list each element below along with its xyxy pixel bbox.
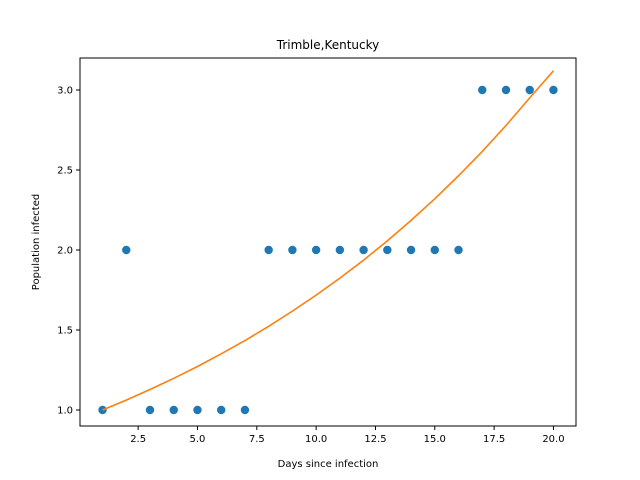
x-tick-label: 10.0 [305, 434, 327, 445]
scatter-point [501, 85, 511, 95]
scatter-point [122, 245, 131, 255]
y-tick-label: 2.0 [57, 246, 73, 257]
y-tick-label: 1.5 [57, 326, 73, 337]
scatter-point [454, 245, 463, 255]
x-tick-label: 17.5 [483, 434, 505, 445]
x-tick-label: 7.5 [249, 434, 265, 445]
y-axis: 1.0 1.5 2.0 2.5 3.0 [57, 86, 80, 417]
scatter-point [217, 405, 226, 415]
y-tick-label: 3.0 [57, 86, 73, 97]
x-axis: 2.5 5.0 7.5 10.0 12.5 15.0 17.5 20.0 [130, 426, 565, 445]
scatter-point [169, 405, 178, 415]
fit-curve [102, 70, 555, 411]
x-tick-label: 15.0 [424, 434, 446, 445]
scatter-point [264, 245, 273, 255]
axes-frame [79, 57, 577, 427]
y-tick-label: 1.0 [57, 406, 73, 417]
scatter-point [145, 405, 155, 415]
x-tick-label: 2.5 [130, 434, 146, 445]
scatter-point [430, 245, 439, 255]
scatter-point [359, 245, 368, 255]
scatter-point [549, 85, 558, 95]
x-axis-title: Days since infection [278, 459, 379, 470]
scatter-point [406, 245, 416, 255]
plot-area [98, 70, 558, 415]
x-tick-label: 12.5 [364, 434, 386, 445]
y-axis-title: Population infected [31, 194, 42, 290]
scatter-point [288, 245, 297, 255]
scatter-point [311, 245, 321, 255]
scatter-point [193, 405, 202, 415]
chart-title: Trimble,Kentucky [276, 38, 379, 52]
scatter-point [335, 245, 345, 255]
x-tick-label: 5.0 [190, 434, 206, 445]
scatter-point [525, 85, 534, 95]
x-tick-label: 20.0 [542, 434, 564, 445]
scatter-point [383, 245, 392, 255]
y-tick-label: 2.5 [57, 166, 73, 177]
scatter-point [478, 85, 487, 95]
scatter-point [98, 405, 107, 415]
scatter-point [240, 405, 250, 415]
